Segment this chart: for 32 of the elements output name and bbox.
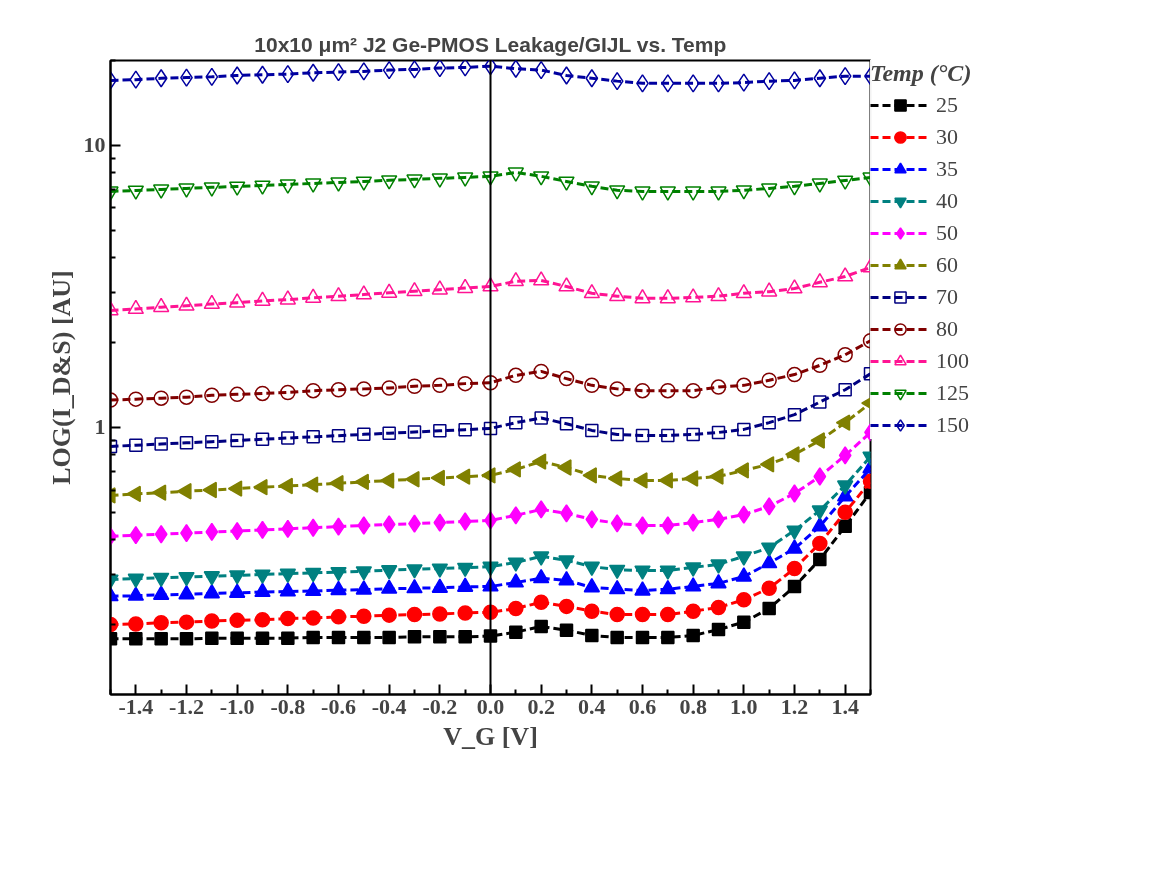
legend-label: 35 [936, 155, 958, 183]
x-tick-label: 0.2 [527, 693, 555, 719]
x-tick-label: -1.4 [118, 693, 154, 719]
legend-label: 125 [936, 379, 969, 407]
x-tick-label: -0.4 [371, 693, 407, 719]
legend-label: 80 [936, 315, 958, 343]
x-axis-title: V_G [V] [443, 721, 538, 751]
legend-label: 70 [936, 283, 958, 311]
x-tick-label: -0.2 [422, 693, 458, 719]
x-tick-label: -1.0 [219, 693, 255, 719]
y-axis-title: LOG(I_D&S) [AU] [46, 270, 76, 485]
legend-label: 30 [936, 123, 958, 151]
x-tick-label: -0.8 [270, 693, 306, 719]
legend-label: 50 [936, 219, 958, 247]
x-tick-label: -1.2 [169, 693, 204, 719]
legend-label: 40 [936, 187, 958, 215]
legend-label: 60 [936, 251, 958, 279]
chart-title: 10x10 μm² J2 Ge-PMOS Leakage/GIJL vs. Temp [254, 32, 727, 56]
legend-label: 100 [936, 347, 969, 375]
x-tick-label: 0.0 [476, 693, 505, 719]
x-tick-label: 0.8 [679, 693, 707, 719]
x-tick-label: -0.6 [321, 693, 356, 719]
x-tick-label: 1.0 [730, 693, 758, 719]
x-tick-label: 1.4 [831, 693, 859, 719]
y-tick-label: 1 [94, 414, 106, 440]
x-tick-label: 0.4 [578, 693, 606, 719]
x-tick-label: 0.6 [628, 693, 657, 719]
legend-title: Temp (°C) [870, 60, 972, 87]
legend-label: 25 [936, 91, 958, 119]
legend-label: 150 [936, 411, 969, 439]
x-tick-label: 1.2 [780, 693, 809, 719]
y-tick-label: 10 [83, 132, 106, 158]
